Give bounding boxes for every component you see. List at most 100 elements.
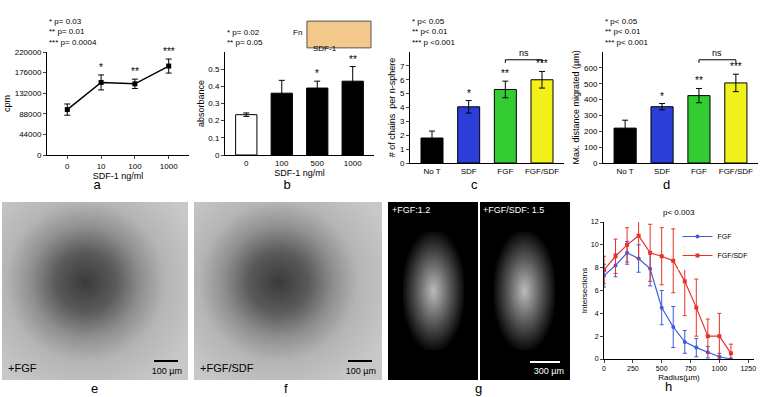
svg-text:250: 250 — [627, 365, 639, 372]
html-text:100 µm: 100 µm — [345, 366, 376, 376]
svg-text:Radius(µm): Radius(µm) — [658, 373, 700, 382]
svg-text:* p< 0.05** p< 0.01*** p <0.00: * p< 0.05** p< 0.01*** p <0.001 — [412, 17, 455, 47]
svg-text:SDF: SDF — [461, 167, 477, 176]
html-text:c: c — [471, 177, 478, 192]
svg-text:5: 5 — [400, 89, 405, 98]
svg-text:750: 750 — [685, 365, 697, 372]
svg-text:0: 0 — [37, 151, 42, 160]
svg-text:0.4: 0.4 — [208, 82, 220, 91]
svg-text:1: 1 — [400, 145, 405, 154]
html-text:+FGF/SDF: 1.5: +FGF/SDF: 1.5 — [483, 205, 545, 215]
svg-text:* p< 0.05** p< 0.01*** p< 0.00: * p< 0.05** p< 0.01*** p< 0.001 — [605, 17, 648, 47]
svg-text:FGF/SDF: FGF/SDF — [718, 252, 748, 259]
svg-text:8: 8 — [595, 264, 599, 271]
svg-text:cpm: cpm — [2, 95, 12, 112]
svg-text:No T: No T — [617, 167, 634, 176]
svg-text:44000: 44000 — [19, 130, 42, 139]
svg-text:10: 10 — [97, 162, 106, 171]
svg-text:100: 100 — [275, 159, 289, 168]
html-text:+FGF: +FGF — [8, 362, 37, 374]
svg-text:3: 3 — [400, 117, 405, 126]
svg-text:100: 100 — [128, 162, 142, 171]
svg-text:# of chains per n-sphere: # of chains per n-sphere — [387, 58, 397, 158]
svg-text:*: * — [315, 68, 319, 79]
svg-text:100: 100 — [584, 143, 598, 152]
svg-text:* p= 0.02** p= 0.05: * p= 0.02** p= 0.05 — [227, 28, 263, 47]
svg-text:4: 4 — [400, 103, 405, 112]
svg-text:132000: 132000 — [15, 89, 42, 98]
svg-text:SDF-1 ng/ml: SDF-1 ng/ml — [92, 170, 144, 181]
html-text:h: h — [665, 379, 673, 394]
svg-text:***: *** — [730, 61, 742, 72]
svg-text:220000: 220000 — [15, 48, 42, 57]
svg-text:0: 0 — [215, 151, 220, 160]
svg-text:4: 4 — [595, 310, 599, 317]
svg-text:No T: No T — [423, 167, 440, 176]
svg-text:**: ** — [349, 54, 357, 65]
svg-text:2: 2 — [595, 333, 599, 340]
svg-text:500: 500 — [656, 365, 668, 372]
html-text:d: d — [663, 177, 671, 192]
svg-text:0.1: 0.1 — [208, 134, 220, 143]
svg-text:12: 12 — [591, 218, 599, 225]
svg-text:200: 200 — [584, 127, 598, 136]
html-text:300 µm: 300 µm — [533, 366, 564, 376]
svg-text:**: ** — [695, 75, 703, 86]
svg-text:10: 10 — [591, 241, 599, 248]
svg-text:**: ** — [501, 68, 509, 79]
svg-text:176000: 176000 — [15, 68, 42, 77]
svg-text:***: *** — [163, 46, 175, 57]
svg-text:0: 0 — [65, 162, 70, 171]
html-text:+FGF/SDF: +FGF/SDF — [200, 362, 254, 374]
html-text:+FGF:1.2: +FGF:1.2 — [392, 205, 431, 215]
svg-text:0: 0 — [595, 355, 599, 362]
svg-text:*: * — [467, 88, 471, 99]
svg-text:7: 7 — [400, 62, 405, 71]
svg-text:SDF-1 ng/ml: SDF-1 ng/ml — [274, 168, 325, 178]
svg-text:6: 6 — [595, 287, 599, 294]
svg-text:0: 0 — [400, 159, 405, 168]
svg-text:FGF/SDF: FGF/SDF — [719, 167, 753, 176]
svg-text:*: * — [99, 62, 103, 73]
svg-text:500: 500 — [584, 80, 598, 89]
svg-text:0.5: 0.5 — [208, 65, 220, 74]
svg-text:*: * — [660, 91, 664, 102]
svg-text:600: 600 — [584, 64, 598, 73]
svg-text:p< 0.003: p< 0.003 — [663, 208, 695, 217]
svg-text:1000: 1000 — [712, 365, 728, 372]
svg-text:SDF-1: SDF-1 — [313, 44, 337, 53]
svg-text:SDF: SDF — [654, 167, 670, 176]
svg-text:0.2: 0.2 — [208, 116, 220, 125]
svg-text:300: 300 — [584, 111, 598, 120]
svg-text:absorbance: absorbance — [196, 80, 206, 127]
svg-text:Intersections: Intersections — [580, 268, 589, 313]
svg-text:FGF/SDF: FGF/SDF — [525, 167, 559, 176]
svg-text:ns: ns — [712, 48, 722, 58]
svg-text:FGF: FGF — [497, 167, 513, 176]
html-text:b: b — [283, 177, 291, 192]
svg-text:0: 0 — [244, 159, 249, 168]
svg-text:6: 6 — [400, 76, 405, 85]
html-text:e: e — [91, 381, 99, 396]
svg-text:***: *** — [536, 58, 548, 69]
html-text:100 µm: 100 µm — [151, 366, 182, 376]
svg-text:FGF: FGF — [718, 233, 732, 240]
svg-text:* p= 0.03** p= 0.01*** p= 0.00: * p= 0.03** p= 0.01*** p= 0.0004 — [49, 17, 97, 47]
svg-text:**: ** — [131, 66, 139, 77]
svg-text:ns: ns — [519, 48, 529, 58]
svg-text:1000: 1000 — [344, 159, 362, 168]
svg-text:400: 400 — [584, 95, 598, 104]
html-text:a: a — [93, 177, 101, 192]
svg-text:1000: 1000 — [160, 162, 178, 171]
svg-text:FGF: FGF — [691, 167, 707, 176]
svg-text:88000: 88000 — [19, 110, 42, 119]
svg-text:2: 2 — [400, 131, 405, 140]
svg-text:1250: 1250 — [740, 365, 756, 372]
svg-text:500: 500 — [311, 159, 325, 168]
svg-text:Fn: Fn — [293, 28, 302, 37]
html-text:g: g — [475, 381, 483, 396]
svg-text:0: 0 — [593, 159, 598, 168]
svg-text:0.3: 0.3 — [208, 99, 220, 108]
svg-text:0: 0 — [602, 365, 606, 372]
svg-text:Max. distance migrated (µm): Max. distance migrated (µm) — [571, 50, 581, 164]
